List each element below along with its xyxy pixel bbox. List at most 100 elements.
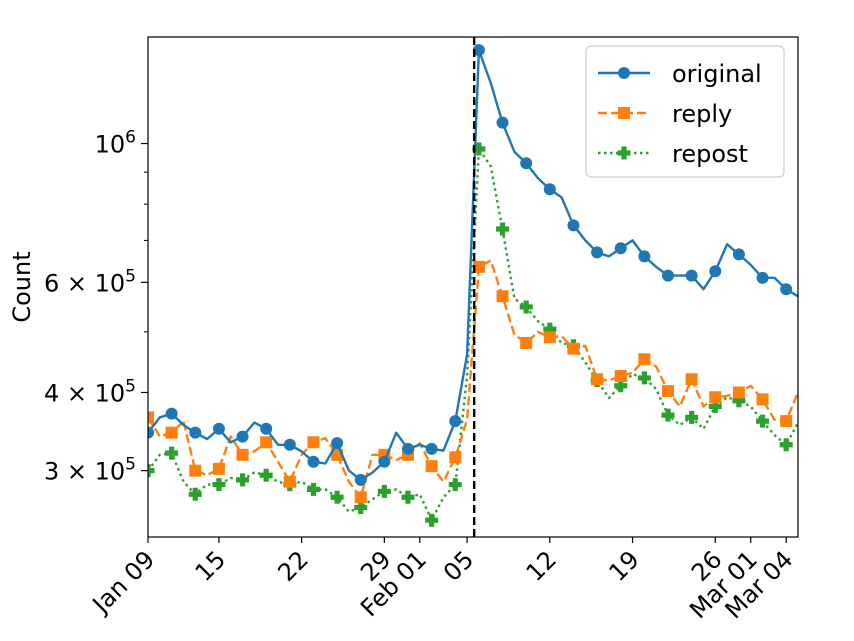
data-point-repost — [661, 408, 675, 422]
y-tick-label: 4 × 105 — [44, 376, 136, 407]
data-point-reply — [756, 393, 769, 406]
data-point-original — [638, 250, 651, 263]
data-point-repost — [425, 513, 439, 527]
data-point-reply — [449, 451, 462, 464]
data-point-reply — [165, 426, 178, 439]
data-point-repost — [306, 482, 320, 496]
data-point-original — [709, 265, 722, 278]
data-point-reply — [189, 464, 202, 477]
legend-marker-original — [618, 67, 630, 79]
data-point-original — [236, 430, 249, 443]
data-point-repost — [148, 464, 155, 478]
y-axis-label: Count — [8, 251, 36, 322]
data-point-reply — [307, 436, 320, 449]
data-point-original — [780, 283, 793, 296]
legend-marker-repost — [617, 146, 631, 160]
data-point-original — [567, 219, 580, 232]
data-point-original — [283, 438, 296, 451]
legend-box — [585, 45, 785, 178]
data-point-reply — [148, 411, 154, 424]
x-tick-label: 12 — [521, 545, 562, 586]
legend-label-original: original — [672, 60, 762, 88]
data-point-reply — [614, 370, 627, 383]
y-axis: 3 × 105 4 × 105 6 × 105 106 — [44, 128, 148, 486]
data-point-repost — [732, 394, 746, 408]
data-point-original — [307, 455, 320, 468]
series-original — [148, 44, 798, 486]
data-point-repost — [708, 399, 722, 413]
y-tick-label: 106 — [95, 128, 136, 159]
data-point-reply — [567, 342, 580, 355]
data-point-repost — [165, 446, 179, 460]
data-point-repost — [496, 222, 510, 236]
data-point-reply — [425, 460, 438, 473]
data-point-repost — [472, 142, 486, 156]
data-point-original — [614, 242, 627, 255]
data-point-reply — [472, 260, 485, 273]
data-point-original — [591, 246, 604, 259]
y-tick-label: 6 × 105 — [44, 266, 136, 297]
data-point-reply — [354, 491, 367, 504]
data-point-reply — [283, 475, 296, 488]
data-point-repost — [377, 484, 391, 498]
data-point-repost — [756, 414, 770, 428]
data-point-reply — [212, 462, 225, 475]
data-point-repost — [236, 473, 250, 487]
data-point-original — [662, 269, 674, 282]
data-point-original — [425, 442, 438, 455]
x-tick-label: 05 — [438, 545, 479, 586]
data-point-repost — [637, 371, 651, 385]
data-point-reply — [638, 353, 651, 366]
data-point-original — [378, 455, 391, 468]
data-point-original — [402, 442, 414, 455]
data-point-reply — [709, 391, 722, 404]
data-point-reply — [520, 336, 533, 349]
data-point-repost — [614, 379, 628, 393]
data-point-repost — [188, 487, 202, 501]
data-point-repost — [543, 322, 557, 336]
legend-item-repost: repost — [598, 140, 748, 168]
data-point-original — [496, 116, 509, 129]
x-tick-label: 22 — [272, 545, 313, 586]
data-point-original — [212, 422, 225, 435]
legend-item-original: original — [598, 60, 762, 88]
data-point-repost — [401, 490, 415, 504]
data-point-repost — [448, 478, 462, 492]
data-point-original — [543, 183, 556, 196]
data-point-repost — [779, 438, 793, 452]
legend-label-repost: repost — [672, 140, 748, 168]
data-point-reply — [685, 373, 698, 386]
data-point-reply — [780, 415, 793, 428]
data-point-original — [449, 415, 462, 428]
data-point-reply — [236, 448, 249, 461]
plot-frame — [147, 36, 799, 538]
data-point-original — [756, 271, 769, 284]
data-point-reply — [543, 331, 556, 344]
legend-label-reply: reply — [672, 100, 732, 128]
data-point-reply — [496, 290, 509, 303]
data-point-repost — [259, 468, 273, 482]
data-point-original — [685, 269, 698, 282]
legend-item-reply: reply — [598, 100, 732, 128]
data-point-repost — [330, 490, 344, 504]
legend: original reply repost — [585, 45, 785, 178]
data-point-original — [354, 473, 367, 486]
x-tick-label: Jan 09 — [86, 545, 160, 619]
data-point-repost — [212, 478, 226, 492]
data-point-repost — [685, 410, 699, 424]
data-point-reply — [662, 385, 674, 398]
data-point-original — [732, 248, 745, 261]
data-point-original — [331, 437, 344, 450]
x-tick-label: 19 — [603, 545, 644, 586]
data-point-reply — [732, 386, 745, 399]
data-point-original — [472, 44, 485, 57]
data-point-repost — [519, 300, 533, 314]
data-point-original — [189, 426, 202, 439]
y-tick-label: 3 × 105 — [44, 455, 136, 486]
x-tick-label: 15 — [190, 545, 231, 586]
data-point-reply — [591, 373, 604, 386]
series-layer — [148, 44, 798, 527]
data-point-original — [148, 426, 154, 439]
